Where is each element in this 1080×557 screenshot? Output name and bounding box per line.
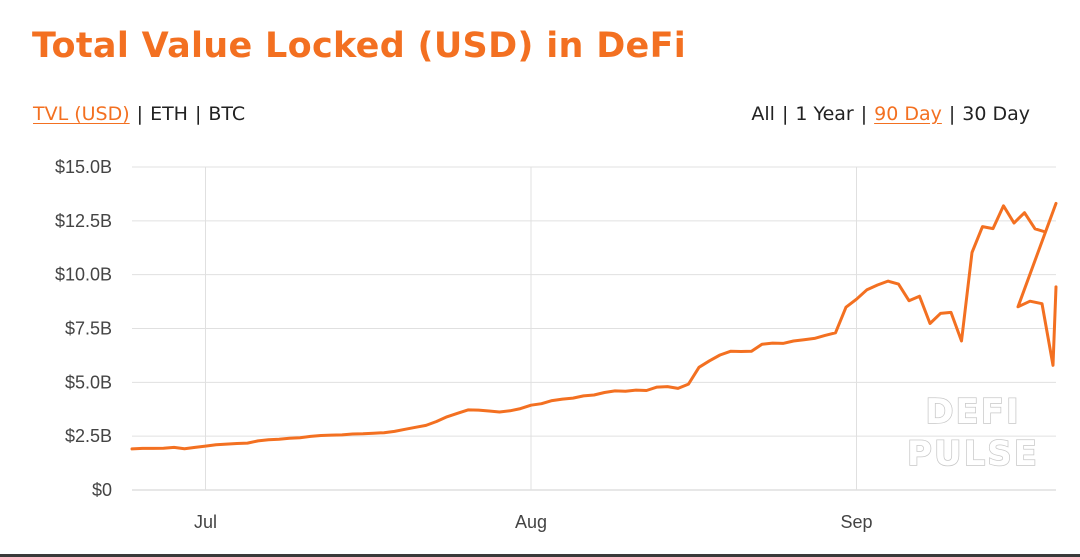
- tab-eth[interactable]: ETH: [150, 103, 188, 125]
- y-axis-ticks: $0 $2.5B $5.0B $7.5B $10.0B $12.5B $15.0B: [55, 157, 112, 500]
- grid: [132, 166, 1056, 491]
- x-tick-label: Jul: [194, 512, 217, 532]
- tab-30-day[interactable]: 30 Day: [962, 103, 1030, 125]
- tab-btc[interactable]: BTC: [208, 103, 246, 125]
- tvl-series-line: [130, 201, 1058, 451]
- tab-all[interactable]: All: [751, 103, 775, 125]
- y-tick-label: $2.5B: [65, 426, 112, 446]
- x-axis-ticks: Jul Aug Sep: [194, 512, 873, 532]
- y-tick-label: $15.0B: [55, 157, 112, 177]
- watermark-line-1: DEFI: [925, 392, 1020, 432]
- y-tick-label: $5.0B: [65, 372, 112, 392]
- separator: |: [194, 103, 202, 125]
- separator: |: [136, 103, 144, 125]
- x-tick-label: Sep: [840, 512, 872, 532]
- y-tick-label: $7.5B: [65, 319, 112, 339]
- tab-90-day[interactable]: 90 Day: [874, 103, 942, 125]
- range-toggle-group: All | 1 Year | 90 Day | 30 Day: [751, 103, 1030, 125]
- tab-tvl-usd[interactable]: TVL (USD): [33, 103, 130, 125]
- x-tick-label: Aug: [515, 512, 547, 532]
- series: [130, 201, 1058, 451]
- y-tick-label: $10.0B: [55, 265, 112, 285]
- separator: |: [948, 103, 956, 125]
- separator: |: [781, 103, 789, 125]
- metric-toggle-group: TVL (USD) | ETH | BTC: [33, 103, 245, 125]
- watermark-line-2: PULSE: [907, 434, 1039, 474]
- chart-title: Total Value Locked (USD) in DeFi: [32, 26, 687, 66]
- separator: |: [860, 103, 868, 125]
- y-tick-label: $0: [92, 480, 112, 500]
- tab-1-year[interactable]: 1 Year: [795, 103, 854, 125]
- y-tick-label: $12.5B: [55, 211, 112, 231]
